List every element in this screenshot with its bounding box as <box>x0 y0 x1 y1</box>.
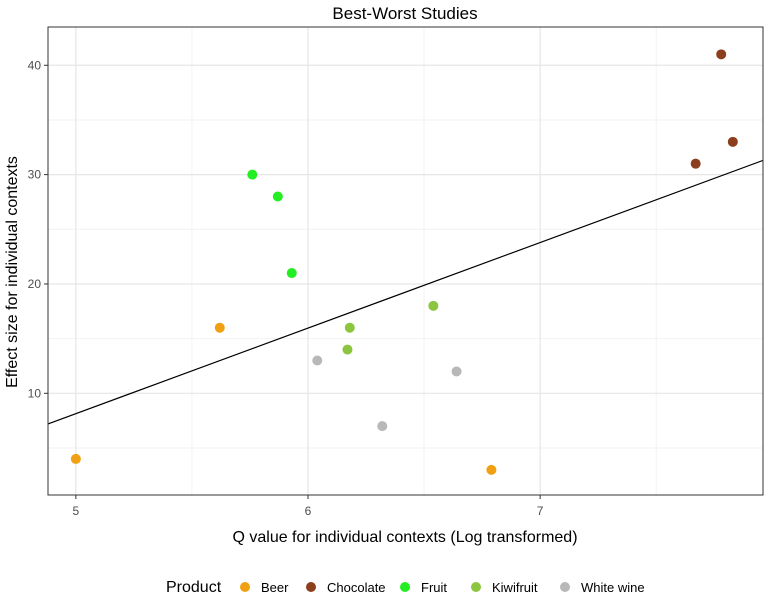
grid-minor <box>48 27 763 495</box>
data-point <box>486 464 497 475</box>
y-tick-label: 10 <box>28 386 42 400</box>
x-axis-ticks: 5 6 7 <box>73 495 544 518</box>
legend-label: Kiwifruit <box>492 580 538 595</box>
data-point <box>451 366 462 377</box>
legend-key <box>400 582 410 592</box>
y-tick-label: 20 <box>28 277 42 291</box>
chart-title: Best-Worst Studies <box>332 4 477 23</box>
data-point <box>312 355 323 366</box>
data-point <box>70 453 81 464</box>
legend-label: Chocolate <box>327 580 386 595</box>
points-group <box>70 49 738 475</box>
data-point <box>272 191 283 202</box>
data-point <box>428 300 439 311</box>
legend-key <box>560 582 570 592</box>
data-point <box>716 49 727 60</box>
x-tick-label: 5 <box>73 504 80 518</box>
x-tick-label: 7 <box>537 504 544 518</box>
data-point <box>286 268 297 279</box>
legend-key <box>306 582 316 592</box>
legend-label: White wine <box>581 580 645 595</box>
legend-key <box>471 582 481 592</box>
data-point <box>690 158 701 169</box>
data-point <box>344 322 355 333</box>
x-tick-label: 6 <box>305 504 312 518</box>
y-axis-ticks: 10 20 30 40 <box>28 58 48 400</box>
data-point <box>727 136 738 147</box>
legend-key <box>240 582 250 592</box>
legend-label: Fruit <box>421 580 447 595</box>
trend-line-group <box>47 159 764 425</box>
y-axis-title: Effect size for individual contexts <box>4 156 21 388</box>
plot-panel-border <box>47 26 764 496</box>
legend: Product Beer Chocolate Fruit Kiwifruit White… <box>166 579 645 596</box>
x-axis-title: Q value for individual contexts (Log tra… <box>232 529 577 546</box>
grid-major <box>48 27 763 495</box>
y-tick-label: 40 <box>28 58 42 72</box>
data-point <box>214 322 225 333</box>
legend-title: Product <box>166 579 222 596</box>
data-point <box>247 169 258 180</box>
data-point <box>342 344 353 355</box>
trend-line <box>47 159 764 425</box>
data-point <box>377 421 388 432</box>
y-tick-label: 30 <box>28 168 42 182</box>
legend-label: Beer <box>261 580 289 595</box>
